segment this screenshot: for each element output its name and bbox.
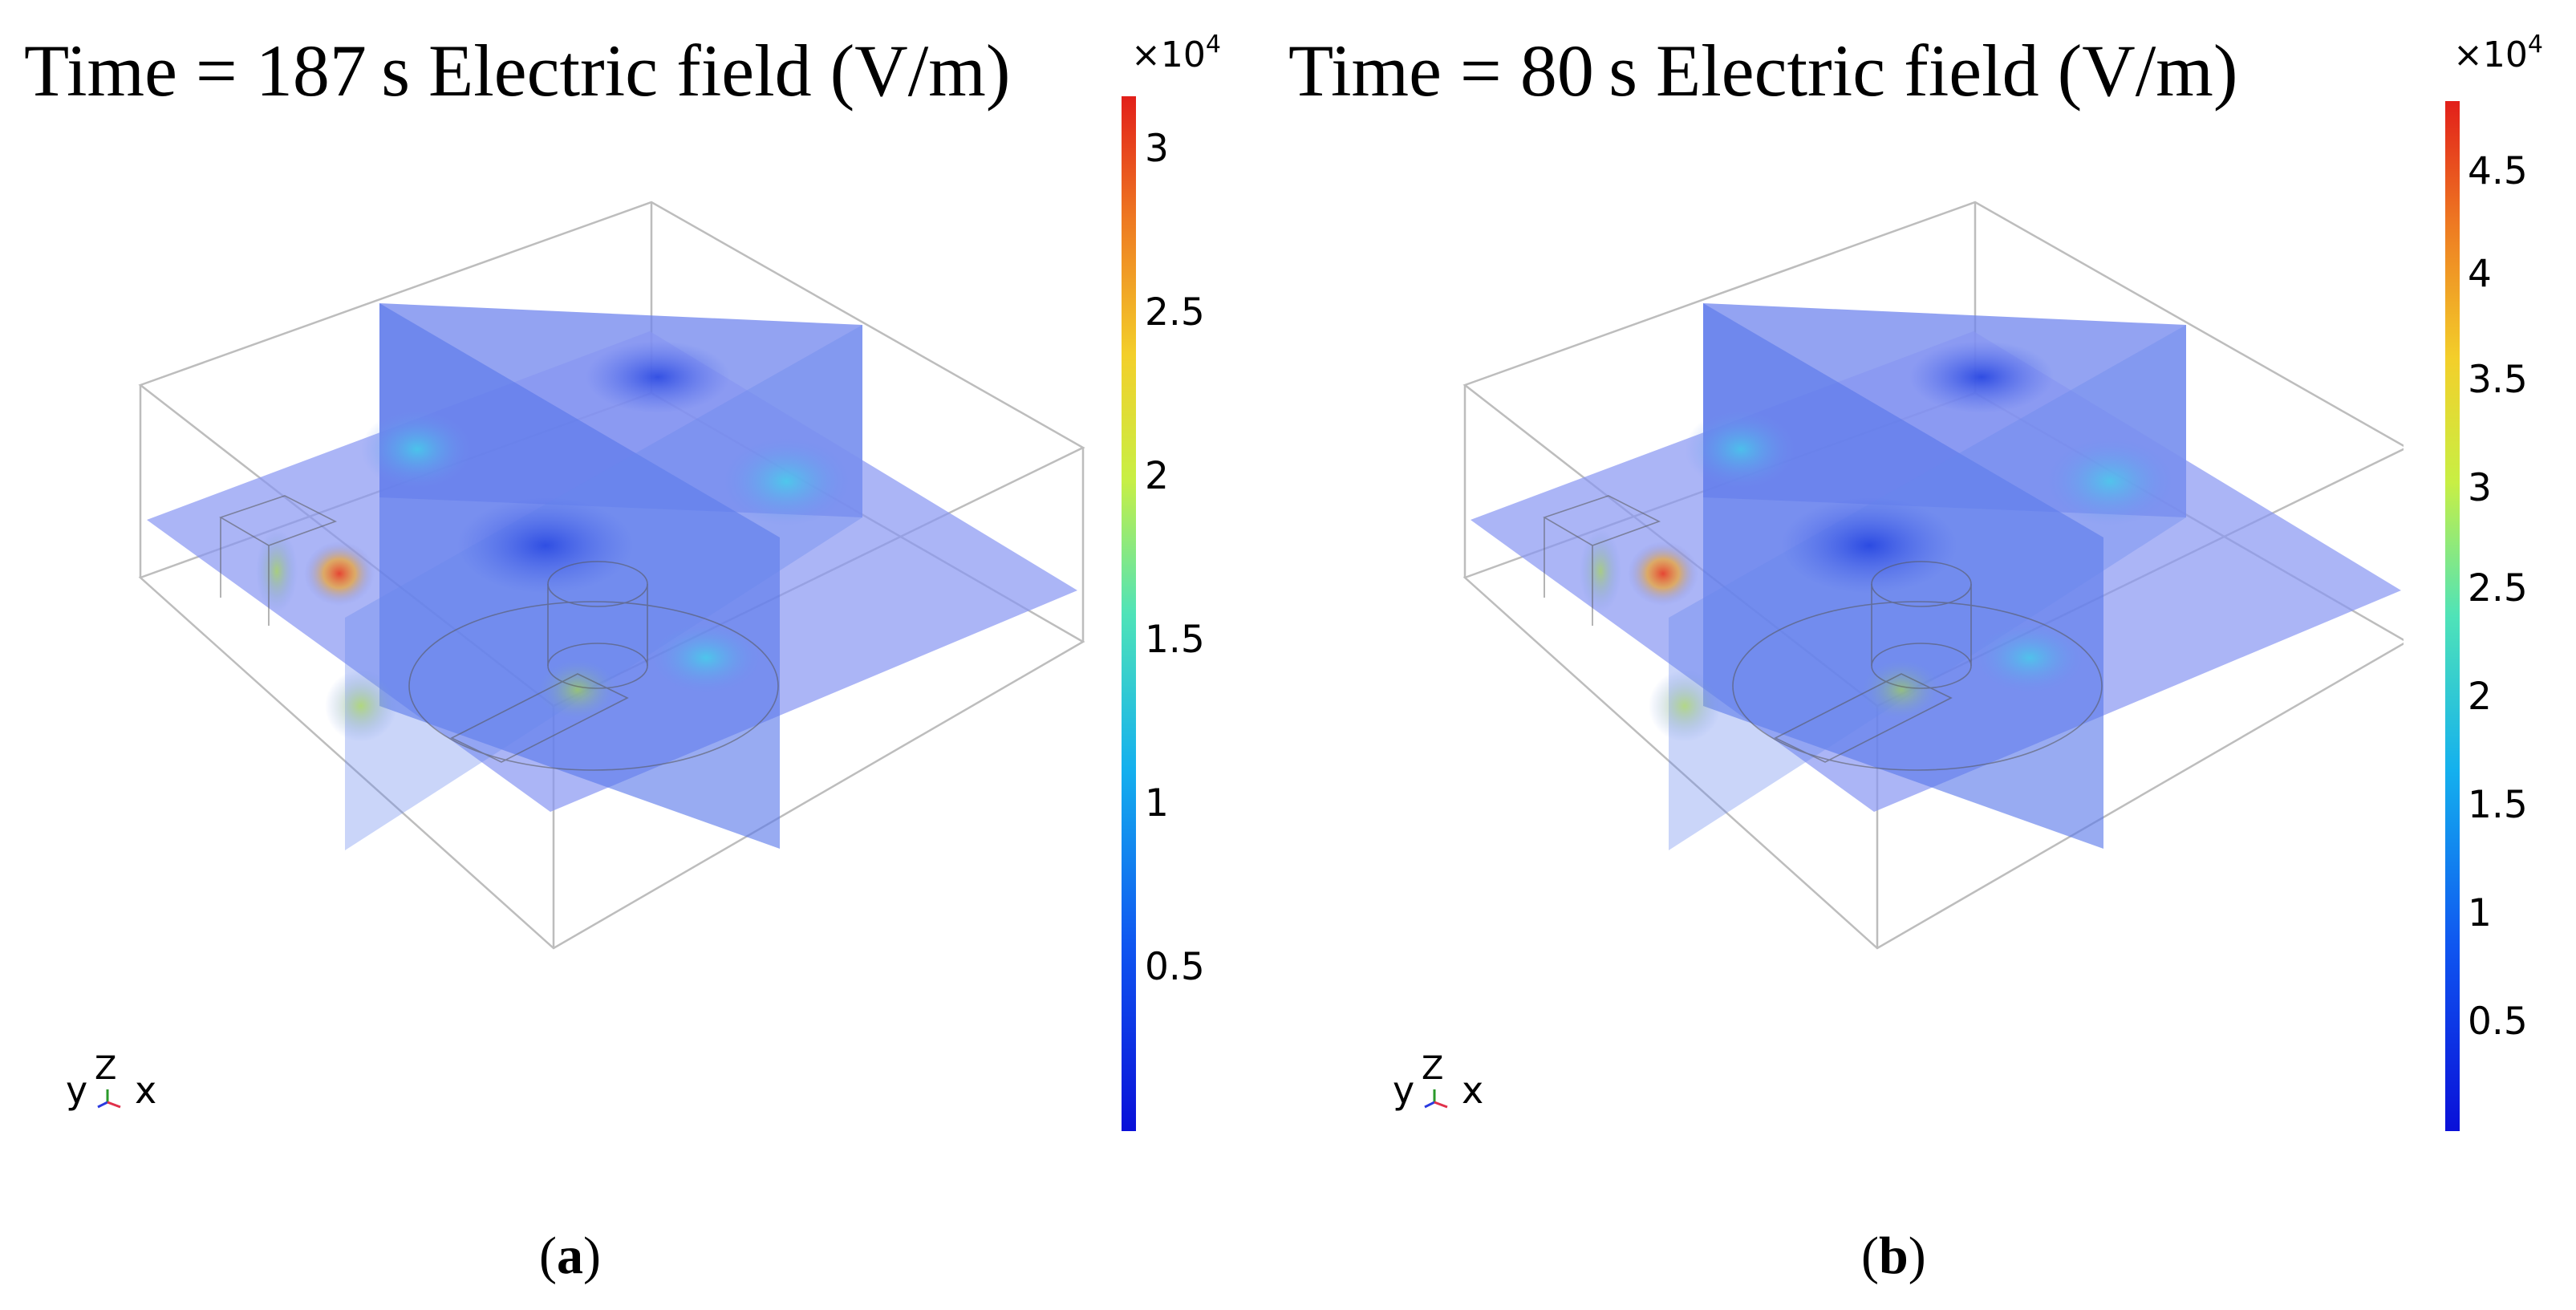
panel-b: Time = 80 s Electric field (V/m) bbox=[1288, 0, 2576, 1310]
title-prefix: Time = bbox=[1288, 30, 1520, 112]
field-slice-plot bbox=[138, 201, 1085, 950]
field-peak bbox=[1628, 541, 1698, 606]
panel-title: Time = 80 s Electric field (V/m) bbox=[1288, 34, 2238, 107]
colorbar bbox=[2445, 101, 2460, 1131]
colorbar-tick: 1 bbox=[2468, 891, 2492, 935]
panel-title: Time = 187 s Electric field (V/m) bbox=[24, 34, 1011, 107]
colorbar bbox=[1122, 96, 1136, 1131]
inner-geometry bbox=[1543, 495, 2103, 771]
colorbar-tick: 1.5 bbox=[1145, 618, 1205, 662]
time-unit: s bbox=[1608, 30, 1638, 112]
colorbar-tick: 2.5 bbox=[2468, 566, 2528, 610]
axis-arrows-icon bbox=[1424, 1089, 1448, 1109]
inner-geometry bbox=[219, 495, 779, 771]
colorbar-tick: 3 bbox=[2468, 466, 2492, 510]
colorbar-tick: 1.5 bbox=[2468, 783, 2528, 827]
title-prefix: Time = bbox=[24, 30, 256, 112]
colorbar-tick: 3.5 bbox=[2468, 358, 2528, 402]
colorbar-tick: 0.5 bbox=[2468, 1000, 2528, 1044]
colorbar-tick: 0.5 bbox=[1145, 945, 1205, 989]
slice-vertical-z bbox=[345, 325, 862, 850]
colorbar-tick: 2 bbox=[2468, 675, 2492, 719]
field-peak bbox=[304, 541, 375, 606]
slice-vertical-z bbox=[1669, 325, 2186, 850]
quantity-label: Electric field (V/m) bbox=[428, 30, 1011, 112]
quantity-label: Electric field (V/m) bbox=[1656, 30, 2238, 112]
panel-caption: (a) bbox=[539, 1227, 601, 1285]
colorbar-tick: 4.5 bbox=[2468, 149, 2528, 193]
time-value: 187 bbox=[255, 30, 367, 112]
field-slice-plot bbox=[1462, 201, 2404, 950]
colorbar-tick: 1 bbox=[1145, 781, 1169, 825]
panel-caption: (b) bbox=[1861, 1227, 1926, 1285]
colorbar-tick: 3 bbox=[1145, 127, 1169, 171]
panel-a: Time = 187 s Electric field (V/m) bbox=[24, 30, 1221, 1285]
colorbar-tick: 2 bbox=[1145, 454, 1169, 498]
time-unit: s bbox=[381, 30, 411, 112]
axis-arrows-icon bbox=[97, 1089, 121, 1109]
axis-triad: y Z x bbox=[1393, 1050, 1484, 1112]
time-value: 80 bbox=[1519, 30, 1594, 112]
colorbar-tick: 4 bbox=[2468, 252, 2492, 296]
colorbar-multiplier: ×104 bbox=[1131, 30, 1221, 75]
axis-triad: y Z x bbox=[66, 1050, 157, 1112]
colorbar-multiplier: ×104 bbox=[2453, 30, 2543, 75]
colorbar-tick: 2.5 bbox=[1145, 290, 1205, 335]
